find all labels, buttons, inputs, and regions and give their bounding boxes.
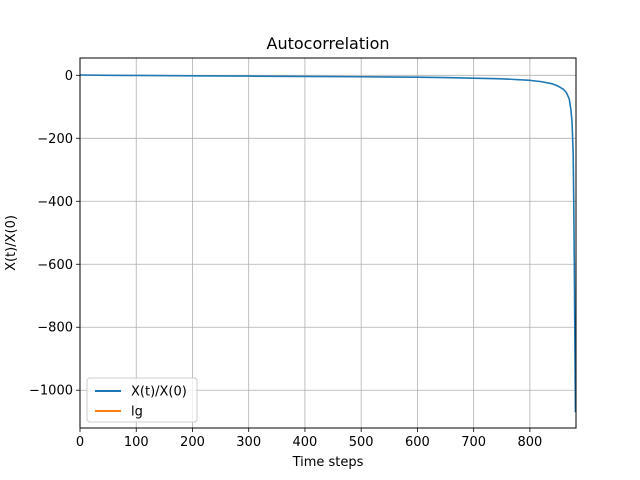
y-tick-label: −600 (37, 258, 73, 273)
x-tick-label: 800 (517, 435, 542, 450)
plot-frame (79, 57, 577, 429)
x-tick-label: 500 (349, 435, 374, 450)
y-tick-label: −200 (37, 132, 73, 147)
grid (79, 58, 576, 428)
chart-title: Autocorrelation (267, 34, 390, 53)
y-tick-label: −1000 (29, 384, 73, 399)
x-axis-label: Time steps (292, 455, 364, 470)
series-layer (79, 74, 577, 413)
legend-label-0: X(t)/X(0) (131, 385, 187, 400)
x-tick-label: 700 (461, 435, 486, 450)
y-tick-label: −400 (37, 195, 73, 210)
x-tick-label: 0 (76, 435, 84, 450)
x-tick-label: 300 (236, 435, 261, 450)
y-tick-label: 0 (65, 69, 73, 84)
x-tick-label: 600 (405, 435, 430, 450)
ticks: 0 100 200 300 400 500 600 700 800 0 −200 −400 −600 −8… (29, 69, 542, 450)
series-line-0 (79, 74, 577, 413)
y-axis-label: X(t)/X(0) (4, 215, 19, 271)
x-tick-label: 200 (180, 435, 205, 450)
y-tick-label: −800 (37, 321, 73, 336)
x-tick-label: 400 (293, 435, 318, 450)
legend-label-1: lg (131, 405, 143, 420)
legend: X(t)/X(0) lg (86, 377, 198, 423)
x-tick-label: 100 (124, 435, 149, 450)
